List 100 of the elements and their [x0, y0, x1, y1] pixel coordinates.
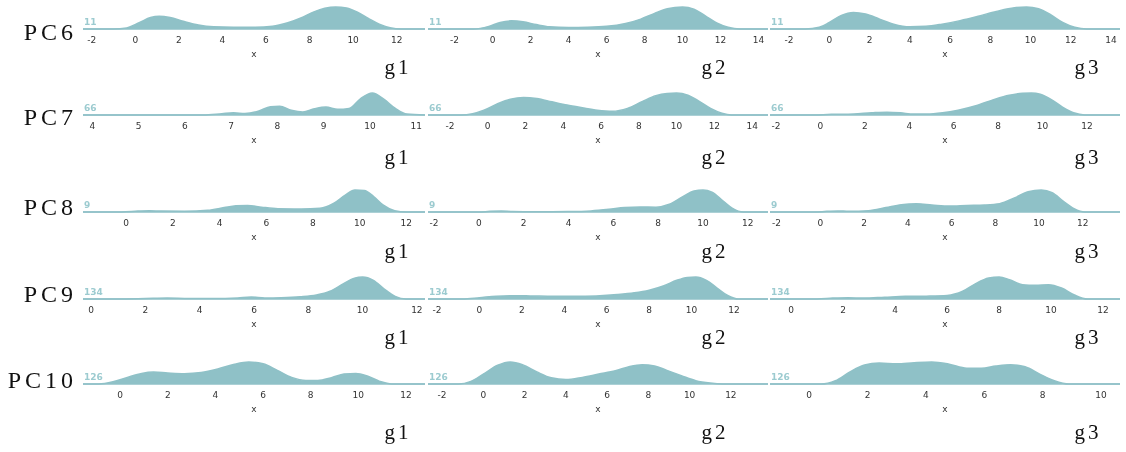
x-tick-label: 8	[645, 390, 652, 401]
x-tick-label: 4	[560, 121, 567, 132]
x-tick-label: 2	[521, 390, 528, 401]
x-tick-label: 10	[1024, 35, 1037, 46]
x-tick-label: 4	[892, 305, 899, 316]
x-tick-label: 2	[527, 35, 534, 46]
x-tick-label: 4	[212, 390, 219, 401]
x-tick-label: 14	[1105, 35, 1117, 46]
text: g2	[701, 420, 729, 444]
x-tick-label: 6	[981, 390, 988, 401]
x-tick-label: 6	[610, 218, 617, 229]
x-tick-label: 12	[1077, 218, 1089, 229]
x-tick-label: 10	[353, 218, 366, 229]
x-tick-label: 6	[948, 218, 955, 229]
text: g2	[701, 325, 729, 349]
x-tick-label: -2	[432, 305, 442, 316]
x-axis-title: x	[595, 232, 601, 242]
x-tick-label: -2	[429, 218, 439, 229]
text: g2	[701, 55, 729, 79]
x-tick-label: 0	[476, 305, 483, 316]
text: g1	[384, 55, 412, 79]
x-tick-label: 4	[906, 121, 913, 132]
text: g1	[384, 325, 412, 349]
text: g2	[701, 145, 729, 169]
x-tick-label: 0	[484, 121, 491, 132]
x-tick-label: 8	[992, 218, 999, 229]
annotation: 126	[84, 372, 103, 382]
x-tick-label: 10	[685, 305, 698, 316]
x-tick-label: 11	[410, 121, 422, 132]
x-tick-label: -2	[87, 35, 97, 46]
x-tick-label: 6	[181, 121, 188, 132]
x-tick-label: 10	[1036, 121, 1049, 132]
x-tick-label: 6	[947, 35, 954, 46]
x-tick-label: 9	[320, 121, 327, 132]
x-tick-label: 10	[1045, 305, 1058, 316]
y-axis-title: PC10	[7, 367, 77, 393]
x-tick-label: 0	[489, 35, 496, 46]
y-axis-title: PC6	[23, 19, 77, 45]
text: g1	[384, 145, 412, 169]
x-tick-label: 2	[142, 305, 149, 316]
x-tick-label: 4	[216, 218, 223, 229]
x-tick-label: 8	[655, 218, 662, 229]
x-tick-label: 8	[646, 305, 653, 316]
x-tick-label: 6	[251, 305, 258, 316]
x-tick-label: 8	[987, 35, 994, 46]
x-tick-label: 6	[603, 35, 610, 46]
x-tick-label: 4	[906, 35, 913, 46]
x-axis-title: x	[251, 49, 257, 59]
text: g2	[701, 239, 729, 263]
x-tick-label: 0	[480, 390, 487, 401]
x-tick-label: 10	[352, 390, 365, 401]
x-axis-title: x	[595, 135, 601, 145]
x-tick-label: 2	[170, 218, 176, 229]
x-tick-label: 6	[950, 121, 957, 132]
annotation: 134	[429, 287, 448, 297]
x-tick-label: 4	[196, 305, 203, 316]
x-tick-label: 10	[683, 390, 696, 401]
annotation: 66	[84, 103, 97, 113]
x-tick-label: 0	[806, 390, 813, 401]
x-tick-label: 0	[826, 35, 833, 46]
x-tick-label: 8	[310, 218, 317, 229]
x-tick-label: 10	[697, 218, 709, 229]
annotation: 126	[771, 372, 790, 382]
x-tick-label: 12	[1097, 305, 1109, 316]
x-tick-label: 10	[347, 35, 360, 46]
x-tick-label: -2	[771, 121, 781, 132]
x-tick-label: 12	[1081, 121, 1093, 132]
x-tick-label: 4	[562, 390, 569, 401]
x-tick-label: 4	[923, 390, 930, 401]
annotation: 9	[771, 200, 778, 210]
x-tick-label: -2	[772, 218, 782, 229]
x-tick-label: 8	[306, 35, 313, 46]
x-axis-title: x	[251, 135, 257, 145]
text: g3	[1074, 145, 1102, 169]
x-tick-label: 12	[708, 121, 721, 132]
x-tick-label: 2	[164, 390, 171, 401]
x-tick-label: 6	[263, 218, 270, 229]
annotation: 126	[429, 372, 448, 382]
x-axis-title: x	[942, 135, 948, 145]
x-tick-label: -2	[445, 121, 455, 132]
x-tick-label: 10	[1033, 218, 1046, 229]
x-tick-label: 12	[400, 390, 412, 401]
x-tick-label: 0	[88, 305, 95, 316]
x-tick-label: 10	[356, 305, 369, 316]
x-axis-title: x	[251, 232, 257, 242]
x-tick-label: 12	[742, 218, 754, 229]
x-tick-label: 2	[861, 121, 868, 132]
x-tick-label: 2	[866, 35, 873, 46]
annotation: 11	[84, 17, 97, 27]
x-tick-label: 2	[840, 305, 846, 316]
x-tick-label: 2	[520, 218, 527, 229]
x-tick-label: 8	[995, 121, 1002, 132]
x-tick-label: 8	[641, 35, 648, 46]
x-axis-title: x	[595, 319, 601, 329]
x-tick-label: 6	[944, 305, 951, 316]
x-tick-label: 10	[676, 35, 689, 46]
annotation: 134	[84, 287, 103, 297]
x-tick-label: 12	[725, 390, 737, 401]
x-tick-label: 8	[635, 121, 642, 132]
x-tick-label: -2	[450, 35, 460, 46]
